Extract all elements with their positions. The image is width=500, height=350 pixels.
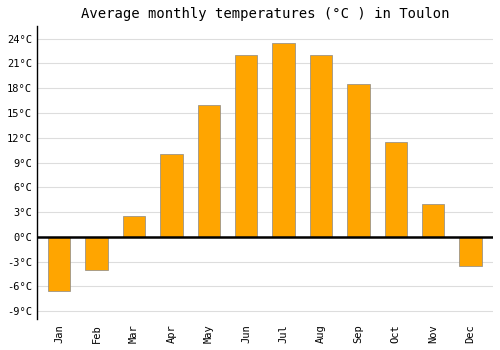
Bar [86,237,108,270]
Bar [347,84,370,237]
Bar [422,204,444,237]
Bar [384,142,407,237]
Bar [272,43,295,237]
Bar [310,55,332,237]
Title: Average monthly temperatures (°C ) in Toulon: Average monthly temperatures (°C ) in To… [80,7,449,21]
Bar [48,237,70,290]
Bar [160,154,182,237]
Bar [235,55,258,237]
Bar [198,105,220,237]
Bar [460,237,482,266]
Bar [123,216,146,237]
